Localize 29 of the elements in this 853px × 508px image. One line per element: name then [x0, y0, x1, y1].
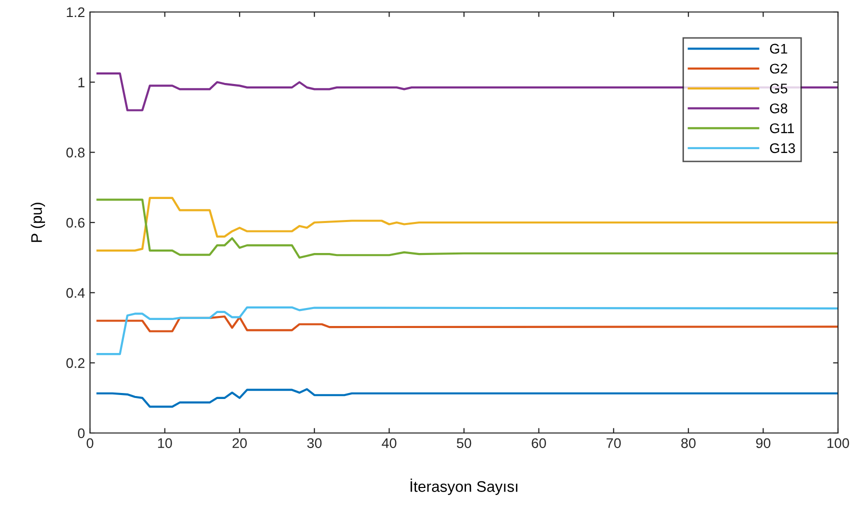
- y-tick-label: 0.2: [66, 358, 84, 368]
- x-tick-label: 20: [232, 438, 247, 448]
- x-tick-label: 30: [307, 438, 322, 448]
- legend-label: G5: [770, 84, 788, 94]
- x-tick-label: 80: [681, 438, 696, 448]
- y-axis-title: P (pu): [30, 202, 45, 242]
- x-tick-label: 50: [456, 438, 472, 448]
- x-tick-label: 40: [382, 438, 396, 448]
- legend-label: G2: [770, 64, 788, 74]
- x-tick-label: 100: [827, 438, 850, 448]
- x-axis-title: İterasyon Sayısı: [410, 478, 518, 495]
- line-series: [96, 388, 838, 408]
- y-tick-label: 1.2: [66, 7, 84, 18]
- x-tick-label: 10: [158, 438, 172, 448]
- x-tick-label: 90: [756, 438, 770, 448]
- y-tick-label: 0: [78, 428, 85, 438]
- legend-label: G13: [770, 143, 795, 154]
- y-tick-label: 0.6: [66, 218, 85, 228]
- line-series: [96, 315, 838, 332]
- line-series: [96, 306, 838, 356]
- legend-label: G8: [770, 103, 788, 114]
- legend-label: G11: [770, 123, 794, 134]
- x-tick-label: 60: [532, 438, 546, 448]
- x-tick-label: 0: [86, 438, 94, 448]
- legend-label: G1: [770, 44, 788, 54]
- y-tick-label: 0.4: [66, 288, 85, 298]
- x-tick-label: 70: [606, 438, 621, 448]
- y-tick-label: 1: [78, 78, 84, 88]
- y-tick-label: 0.8: [66, 148, 85, 158]
